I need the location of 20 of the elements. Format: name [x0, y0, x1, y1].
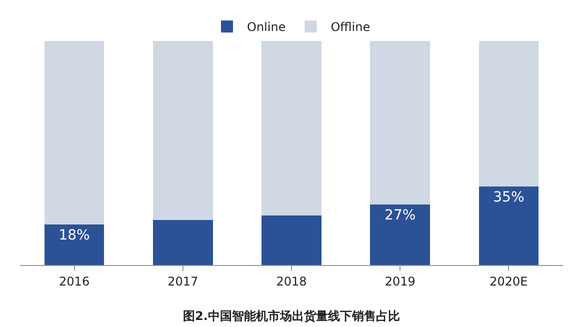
- legend-label: Online: [247, 20, 286, 34]
- x-tick-label: 2019: [384, 274, 416, 288]
- data-label: 35%: [493, 190, 524, 206]
- bar: [370, 204, 430, 265]
- bar: [478, 41, 539, 187]
- caption: 图2.中国智能机市场出货量线下销售占比: [183, 309, 400, 323]
- data-label: 18%: [58, 228, 90, 244]
- bar: [153, 41, 213, 220]
- bar: [262, 216, 322, 265]
- x-tick-label: 2017: [168, 274, 198, 288]
- legend-label: Offline: [330, 20, 370, 34]
- bar: [370, 41, 430, 205]
- bar: [44, 224, 104, 265]
- data-label: 27%: [384, 208, 416, 224]
- bar: [153, 220, 213, 265]
- x-tick-label: 2016: [59, 274, 90, 288]
- x-tick-label: 2018: [276, 274, 307, 288]
- bar: [44, 41, 104, 225]
- bar: [478, 186, 539, 265]
- x-tick-label: 2020E: [490, 274, 528, 288]
